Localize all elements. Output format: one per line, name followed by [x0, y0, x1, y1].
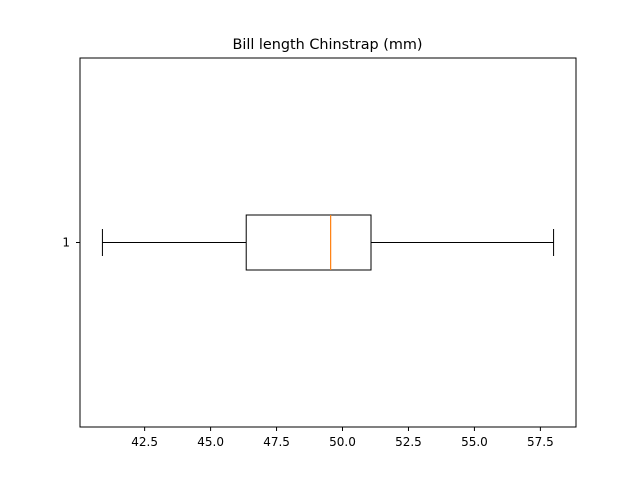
y-axis: 1 — [62, 236, 80, 250]
box-iqr — [245, 214, 372, 271]
chart-marks — [101, 214, 555, 271]
x-tick-label: 57.5 — [527, 435, 554, 449]
x-tick-label: 42.5 — [131, 435, 158, 449]
x-tick-label: 47.5 — [263, 435, 290, 449]
x-tick-label: 45.0 — [197, 435, 224, 449]
x-tick-label: 55.0 — [461, 435, 488, 449]
x-tick-label: 50.0 — [329, 435, 356, 449]
x-tick-label: 52.5 — [395, 435, 422, 449]
x-axis: 42.5 45.0 47.5 50.0 52.5 55.0 57.5 — [131, 427, 554, 449]
y-tick-label: 1 — [62, 236, 70, 250]
chart-title: Bill length Chinstrap (mm) — [232, 37, 422, 53]
